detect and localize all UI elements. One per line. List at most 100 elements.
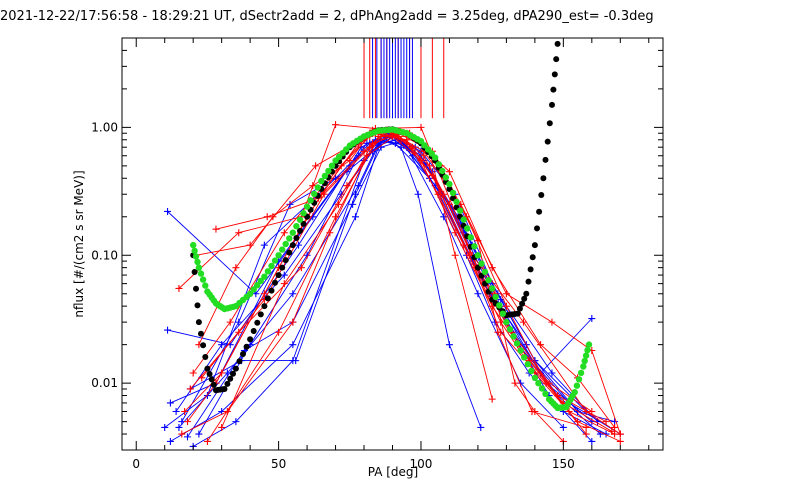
fit-1-dot-26-0 — [531, 374, 539, 381]
fit-1-dot-21-0 — [460, 216, 467, 223]
fit-0-dot-8-0 — [275, 272, 282, 279]
series-0-trace-7 — [198, 139, 621, 435]
data-point-0-3-1 — [232, 418, 240, 426]
fit-0-dot-4-1 — [224, 380, 231, 387]
fit-1-dot-11-1 — [321, 172, 329, 180]
fit-1-dot-25-1 — [521, 354, 528, 361]
data-point-1-10-0 — [212, 225, 220, 233]
fit-0-dot-29-3 — [553, 56, 560, 63]
fit-0-dot-26-3 — [529, 254, 536, 261]
fit-0-dot-8-2 — [282, 257, 289, 264]
fit-1-dot-6-1 — [250, 286, 257, 293]
data-point-1-11-6 — [465, 251, 473, 259]
fit-0-dot-6-1 — [250, 328, 257, 334]
fit-0-dot-20-0 — [446, 186, 453, 192]
data-point-1-5-8 — [502, 302, 510, 310]
data-point-1-11-2 — [334, 200, 342, 208]
fit-0-dot-0-2 — [193, 285, 199, 292]
fit-1-dot-8-0 — [275, 252, 282, 259]
fit-0-dot-7-2 — [268, 287, 275, 294]
data-point-1-6-2 — [312, 162, 320, 170]
fit-1-dot-24-2 — [510, 333, 517, 340]
fit-0-dot-9-2 — [297, 227, 303, 234]
fit-1-dot-31-1 — [581, 357, 588, 365]
fit-1-dot-6-2 — [254, 282, 261, 289]
fit-1-dot-23-1 — [492, 293, 499, 301]
fit-1-dot-9-2 — [296, 216, 304, 223]
data-point-1-11-0 — [218, 423, 226, 431]
data-point-1-1-2 — [280, 229, 288, 237]
fit-1-dot-9-1 — [293, 223, 300, 230]
data-point-1-7-0 — [186, 385, 194, 393]
fit-1-dot-7-1 — [264, 268, 272, 275]
data-point-0-11-8 — [477, 423, 485, 431]
fit-1-dot-6-0 — [246, 290, 254, 297]
fit-1-dot-26-2 — [538, 385, 546, 392]
fit-0-dot-27-0 — [531, 242, 538, 249]
data-point-0-11-3 — [351, 190, 359, 198]
fit-0-dot-8-1 — [279, 264, 286, 271]
data-point-1-4-5 — [417, 123, 425, 131]
data-point-1-3-4 — [337, 162, 345, 170]
data-point-1-5-0 — [178, 430, 186, 438]
fit-1-dot-1-0 — [195, 264, 203, 271]
data-point-1-9-9 — [582, 423, 590, 431]
data-point-0-6-2 — [280, 271, 288, 279]
fit-1-dot-30-0 — [571, 389, 578, 396]
data-point-1-7-8 — [537, 341, 545, 349]
data-point-1-1-11 — [574, 418, 582, 426]
data-point-1-9-2 — [332, 213, 340, 221]
fit-0-dot-1-3 — [202, 354, 209, 360]
fit-1-dot-25-3 — [528, 367, 535, 375]
fit-0-dot-6-2 — [254, 319, 261, 326]
data-point-0-8-2 — [295, 241, 303, 249]
data-point-0-11-6 — [414, 190, 422, 198]
fit-1-dot-30-3 — [577, 369, 585, 377]
data-point-1-11-9 — [608, 427, 616, 435]
fit-1-dot-0-1 — [191, 247, 198, 254]
series-0-trace-5 — [187, 140, 601, 438]
fit-0-dot-28-2 — [544, 138, 551, 145]
fit-0-dot-27-3 — [538, 192, 545, 198]
data-point-0-0-10 — [588, 437, 596, 445]
fit-0-dot-9-3 — [300, 220, 307, 227]
fit-0-dot-7-0 — [261, 303, 268, 310]
data-point-1-6-8 — [511, 379, 519, 387]
fit-1-dot-21-3 — [471, 243, 478, 250]
fit-1-dot-31-3 — [584, 346, 591, 354]
data-point-1-4-3 — [332, 121, 340, 129]
axes: 0 50 100 150 0.01 0.10 1.00 — [91, 37, 663, 471]
fit-1-dot-10-2 — [311, 190, 318, 198]
data-point-0-4-0 — [161, 423, 169, 431]
fit-1-dot-22-0 — [474, 252, 482, 259]
fit-0-dot-6-0 — [247, 336, 254, 343]
data-point-1-8-0 — [198, 374, 206, 382]
fit-0-dot-5-1 — [236, 358, 243, 365]
data-point-0-9-9 — [588, 315, 596, 323]
data-point-0-5-0 — [183, 433, 191, 441]
fit-1-dot-19-2 — [439, 167, 446, 175]
fit-0-dot-9-1 — [293, 235, 300, 241]
data-point-1-7-2 — [297, 264, 305, 272]
fit-1-dot-1-1 — [197, 270, 205, 277]
data-point-1-5-10 — [582, 430, 590, 438]
fit-1-dot-22-1 — [478, 260, 485, 267]
data-point-0-10-1 — [235, 318, 243, 326]
data-point-1-8-7 — [502, 290, 510, 298]
fit-0-dot-22-0 — [474, 264, 481, 271]
fit-1-dot-7-3 — [271, 257, 279, 264]
data-point-0-4-1 — [203, 392, 211, 400]
data-point-0-1-2 — [289, 290, 297, 298]
data-point-1-7-6 — [445, 168, 453, 176]
fit-0-dot-2-2 — [208, 376, 215, 383]
data-point-0-1-0 — [175, 423, 183, 431]
x-tick-label-0: 0 — [132, 457, 140, 471]
data-point-1-4-1 — [235, 229, 243, 237]
data-point-1-2-4 — [346, 157, 354, 165]
fit-1-dot-18-1 — [421, 142, 428, 149]
data-point-1-1-0 — [189, 369, 197, 377]
fit-1-dot-9-3 — [300, 210, 307, 217]
fit-1-dot-7-2 — [268, 262, 275, 270]
fit-1-dot-24-1 — [506, 326, 514, 333]
data-point-0-10-9 — [548, 369, 556, 377]
